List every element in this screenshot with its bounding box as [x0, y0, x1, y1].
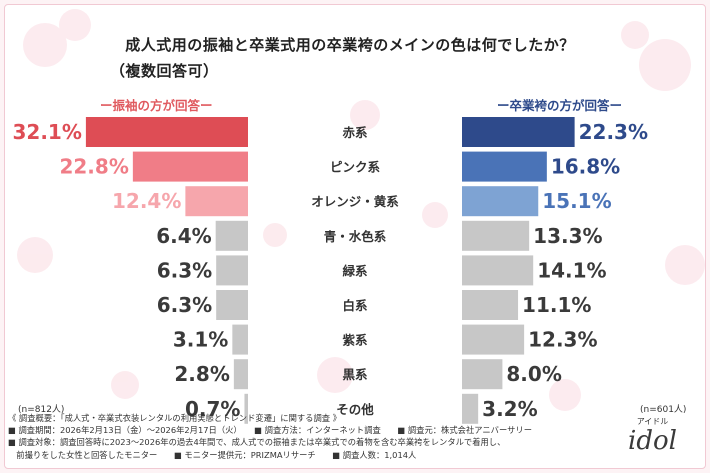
footer-line-2: ■ 調査期間：2026年2月13日（金）～2026年2月17日（火） ■ 調査方…: [8, 425, 532, 436]
category-label-6: 紫系: [342, 333, 368, 348]
value-label-left-5: 6.3%: [157, 293, 212, 317]
infographic-frame: [4, 4, 706, 469]
chart-subtitle: （複数回答可）: [110, 62, 219, 80]
category-label-4: 緑系: [342, 263, 368, 278]
value-label-left-2: 12.4%: [112, 189, 181, 213]
footer-line-1: 《 調査概要：「成人式・卒業式衣装レンタルの利用実態とトレンド変遷」に関する調査…: [8, 413, 342, 423]
value-label-right-5: 11.1%: [522, 293, 591, 317]
value-label-right-7: 8.0%: [506, 362, 561, 386]
sample-size-right: (n=601人): [640, 405, 687, 415]
value-label-left-3: 6.4%: [156, 224, 211, 248]
footer-line-4: 前撮りをした女性と回答したモニター ■ モニター提供元：PRIZMAリサーチ ■…: [8, 449, 417, 460]
bar-left-1: [132, 151, 248, 182]
value-label-left-6: 3.1%: [173, 328, 228, 352]
category-label-2: オレンジ・黄系: [311, 194, 399, 209]
bar-left-5: [216, 290, 248, 320]
value-label-right-0: 22.3%: [579, 120, 648, 144]
logo-kana: アイドル: [636, 417, 669, 426]
bar-left-2: [185, 186, 248, 217]
bar-right-3: [462, 220, 530, 251]
value-label-right-4: 14.1%: [537, 258, 606, 282]
value-label-right-6: 12.3%: [528, 328, 597, 352]
legend-right: ー卒業袴の方が回答ー: [497, 98, 623, 113]
bar-left-3: [215, 220, 248, 251]
bar-right-8: [462, 393, 479, 424]
category-label-1: ピンク系: [330, 160, 381, 175]
bar-right-7: [462, 359, 503, 390]
bar-right-1: [462, 151, 547, 182]
value-label-left-1: 22.8%: [59, 155, 128, 179]
chart-title: 成人式用の振袖と卒業式用の卒業袴のメインの色は何でしたか？: [125, 36, 575, 54]
sakura-background: [17, 9, 705, 411]
value-label-right-1: 16.8%: [551, 155, 620, 179]
bar-left-7: [233, 359, 248, 390]
category-label-0: 赤系: [342, 125, 368, 140]
bar-left-0: [85, 117, 249, 147]
idol-logo: アイドル idol: [605, 416, 700, 466]
bar-left-8: [244, 393, 248, 424]
footer-line-3: ■ 調査対象：調査回答時に2023～2026年の過去4年間で、成人式での振袖また…: [8, 437, 506, 448]
value-label-left-0: 32.1%: [13, 120, 82, 144]
bar-left-6: [232, 324, 248, 355]
category-label-5: 白系: [342, 298, 368, 313]
logo-text: idol: [628, 426, 677, 456]
value-label-left-4: 6.3%: [157, 258, 212, 282]
value-label-left-7: 2.8%: [174, 362, 229, 386]
category-label-7: 黒系: [342, 367, 368, 382]
bar-left-4: [216, 255, 248, 286]
bar-right-2: [462, 186, 539, 217]
bar-right-0: [462, 117, 575, 147]
category-label-8: その他: [336, 402, 374, 417]
bar-right-5: [462, 290, 519, 320]
value-label-left-8: 0.7%: [185, 397, 240, 421]
category-label-3: 青・水色系: [324, 229, 387, 244]
sample-size-left: (n=812人): [18, 405, 65, 415]
legend-left: ー振袖の方が回答ー: [100, 98, 213, 113]
value-label-right-2: 15.1%: [542, 189, 611, 213]
value-label-right-3: 13.3%: [533, 224, 602, 248]
value-label-right-8: 3.2%: [482, 397, 537, 421]
bar-right-4: [462, 255, 534, 286]
bar-right-6: [462, 324, 525, 355]
survey-footer: 《 調査概要：「成人式・卒業式衣装レンタルの利用実態とトレンド変遷」に関する調査…: [8, 412, 608, 464]
